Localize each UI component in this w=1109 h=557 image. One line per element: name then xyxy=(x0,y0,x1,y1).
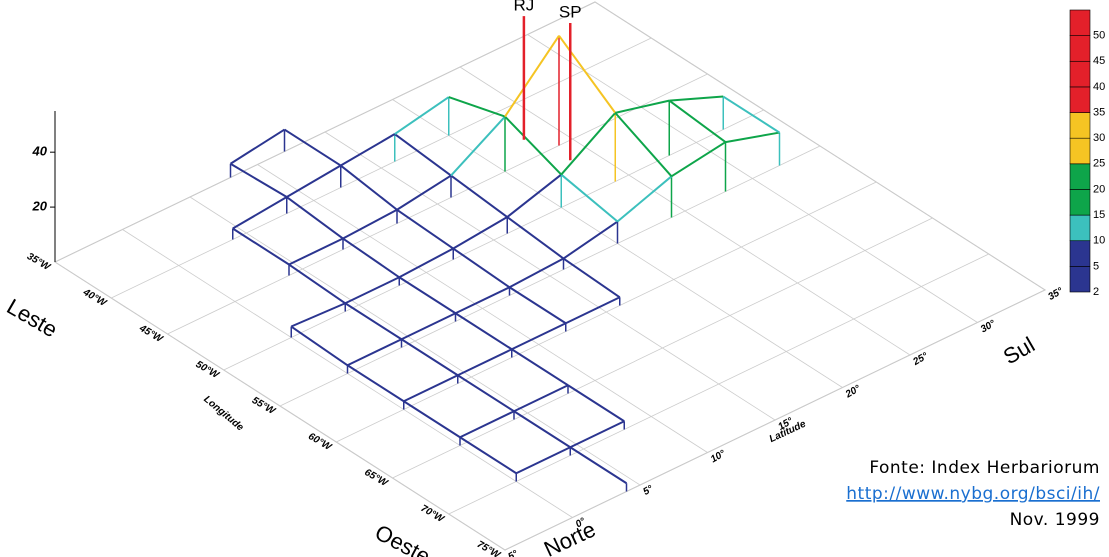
y-tick-label: 5° xyxy=(641,483,656,498)
z-tick-label: 20 xyxy=(32,199,48,214)
colorbar-cell xyxy=(1070,138,1090,164)
colorbar-label: 35 xyxy=(1093,106,1105,118)
east-label: Leste xyxy=(3,294,62,343)
peak-label: SP xyxy=(559,2,582,21)
colorbar-label: 40 xyxy=(1093,81,1105,93)
source-text: Fonte: Index Herbariorum xyxy=(869,458,1100,478)
colorbar-label: 20 xyxy=(1093,183,1105,195)
x-axis-label: Longitude xyxy=(201,394,245,434)
colorbar-label: 25 xyxy=(1093,158,1105,170)
colorbar-cell xyxy=(1070,241,1090,267)
colorbar-label: 5 xyxy=(1093,260,1099,272)
colorbar-cell xyxy=(1070,36,1090,62)
source-date: Nov. 1999 xyxy=(1010,510,1100,530)
colorbar-label: 2 xyxy=(1093,286,1099,298)
colorbar-cell xyxy=(1070,215,1090,241)
y-tick-label: 5° xyxy=(506,548,521,557)
peak-label: RJ xyxy=(514,0,535,15)
colorbar-cell xyxy=(1070,164,1090,190)
west-label: Oeste xyxy=(371,519,435,557)
colorbar-cell xyxy=(1070,266,1090,292)
colorbar-cell xyxy=(1070,61,1090,87)
chart: Fonte: Index Herbariorum http://www.nybg… xyxy=(0,0,1109,557)
colorbar-cell xyxy=(1070,113,1090,139)
colorbar-label: 50 xyxy=(1093,30,1105,42)
source-link[interactable]: http://www.nybg.org/bsci/ih/ xyxy=(846,484,1100,504)
colorbar-cell xyxy=(1070,10,1090,36)
colorbar-label: 45 xyxy=(1093,55,1105,67)
colorbar-label: 30 xyxy=(1093,132,1105,144)
y-tick-label: 35° xyxy=(1046,285,1065,303)
south-label: Sul xyxy=(999,332,1039,370)
z-tick-label: 40 xyxy=(32,144,48,159)
colorbar-label: 15 xyxy=(1093,209,1105,221)
colorbar-cell xyxy=(1070,87,1090,113)
colorbar-cell xyxy=(1070,189,1090,215)
x-tick-label: 35°W xyxy=(25,251,53,274)
colorbar-label: 10 xyxy=(1093,235,1105,247)
colorbar: 25101520253035404550 xyxy=(1070,10,1105,298)
